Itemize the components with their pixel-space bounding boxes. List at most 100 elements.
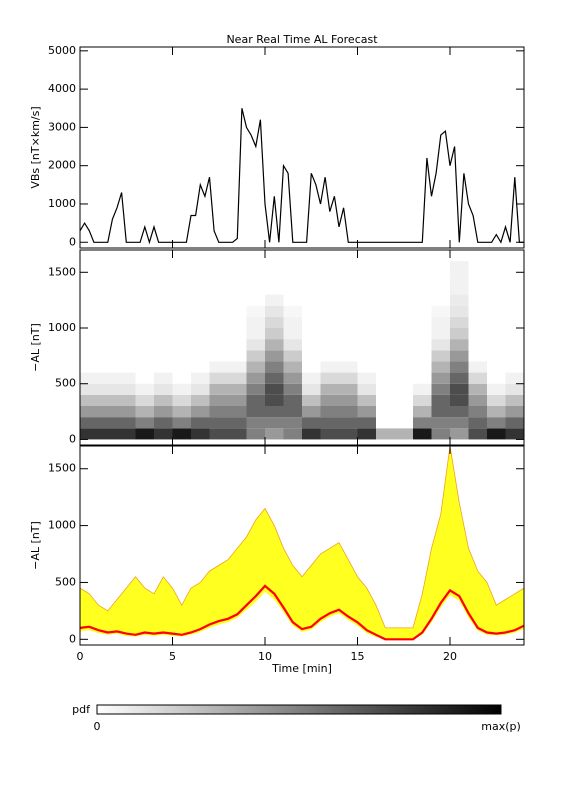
density-cell (320, 305, 339, 317)
density-cell (117, 272, 136, 284)
density-cell (191, 406, 210, 418)
density-cell (265, 406, 284, 418)
density-cell (209, 372, 228, 384)
density-cell (339, 328, 358, 340)
density-cell (265, 272, 284, 284)
density-cell (228, 361, 247, 373)
density-cell (505, 383, 524, 395)
density-cell (320, 417, 339, 429)
density-cell (320, 428, 339, 440)
density-cell (228, 350, 247, 362)
density-cell (339, 383, 358, 395)
density-cell (246, 305, 265, 317)
density-cell (394, 394, 413, 406)
density-cell (154, 417, 173, 429)
density-cell (413, 328, 432, 340)
density-cell (265, 394, 284, 406)
density-cell (191, 272, 210, 284)
density-cell (117, 339, 136, 351)
x-tick-label: 20 (443, 650, 457, 663)
density-cell (431, 283, 450, 295)
density-cell (339, 283, 358, 295)
density-cell (450, 417, 469, 429)
density-cell (394, 406, 413, 418)
density-cell (117, 361, 136, 373)
density-cell (265, 372, 284, 384)
density-cell (191, 417, 210, 429)
y-tick-label: 1000 (48, 321, 76, 334)
density-cell (98, 350, 117, 362)
x-tick-label: 5 (169, 650, 176, 663)
density-cell (431, 272, 450, 284)
density-cell (487, 350, 506, 362)
density-cell (505, 372, 524, 384)
density-cell (505, 394, 524, 406)
density-cell (135, 316, 154, 328)
density-cell (228, 261, 247, 273)
density-cell (302, 294, 321, 306)
density-cell (431, 428, 450, 440)
density-cell (320, 261, 339, 273)
density-cell (357, 417, 376, 429)
y-tick-label: 0 (69, 632, 76, 645)
density-cell (302, 328, 321, 340)
density-cell (283, 406, 302, 418)
density-cell (431, 361, 450, 373)
density-cell (228, 328, 247, 340)
density-cell (357, 350, 376, 362)
density-cell (98, 394, 117, 406)
density-cell (283, 305, 302, 317)
density-cell (117, 383, 136, 395)
density-cell (487, 394, 506, 406)
density-cell (357, 283, 376, 295)
density-cell (283, 361, 302, 373)
axes-frame (79, 46, 525, 249)
density-cell (487, 316, 506, 328)
colorbar-min: 0 (94, 720, 101, 733)
density-cell (339, 294, 358, 306)
density-cell (265, 294, 284, 306)
density-cell (246, 394, 265, 406)
density-cell (394, 417, 413, 429)
density-cell (80, 272, 99, 284)
density-cell (450, 294, 469, 306)
density-cell (191, 283, 210, 295)
density-cell (246, 272, 265, 284)
density-cell (191, 294, 210, 306)
density-cell (413, 305, 432, 317)
density-cell (505, 428, 524, 440)
density-cell (468, 406, 487, 418)
density-cell (135, 350, 154, 362)
density-cell (394, 328, 413, 340)
density-cell (320, 316, 339, 328)
density-cell (357, 328, 376, 340)
density-cell (228, 428, 247, 440)
density-cell (191, 428, 210, 440)
density-cell (468, 350, 487, 362)
density-cell (376, 361, 395, 373)
density-cell (413, 428, 432, 440)
density-cell (228, 272, 247, 284)
density-cell (209, 305, 228, 317)
density-cell (135, 428, 154, 440)
density-cell (431, 417, 450, 429)
density-cell (487, 361, 506, 373)
density-cell (302, 350, 321, 362)
density-cell (98, 417, 117, 429)
density-cell (265, 350, 284, 362)
density-cell (246, 294, 265, 306)
density-cell (394, 372, 413, 384)
density-cell (505, 350, 524, 362)
plot-area (80, 446, 524, 641)
density-cell (450, 328, 469, 340)
density-cell (487, 305, 506, 317)
density-cell (283, 417, 302, 429)
density-cell (505, 283, 524, 295)
density-cell (117, 294, 136, 306)
colorbar-max: max(p) (481, 720, 521, 733)
density-cell (283, 383, 302, 395)
density-cell (505, 361, 524, 373)
density-cell (228, 417, 247, 429)
y-tick-label: 5000 (48, 44, 76, 57)
density-cell (191, 350, 210, 362)
